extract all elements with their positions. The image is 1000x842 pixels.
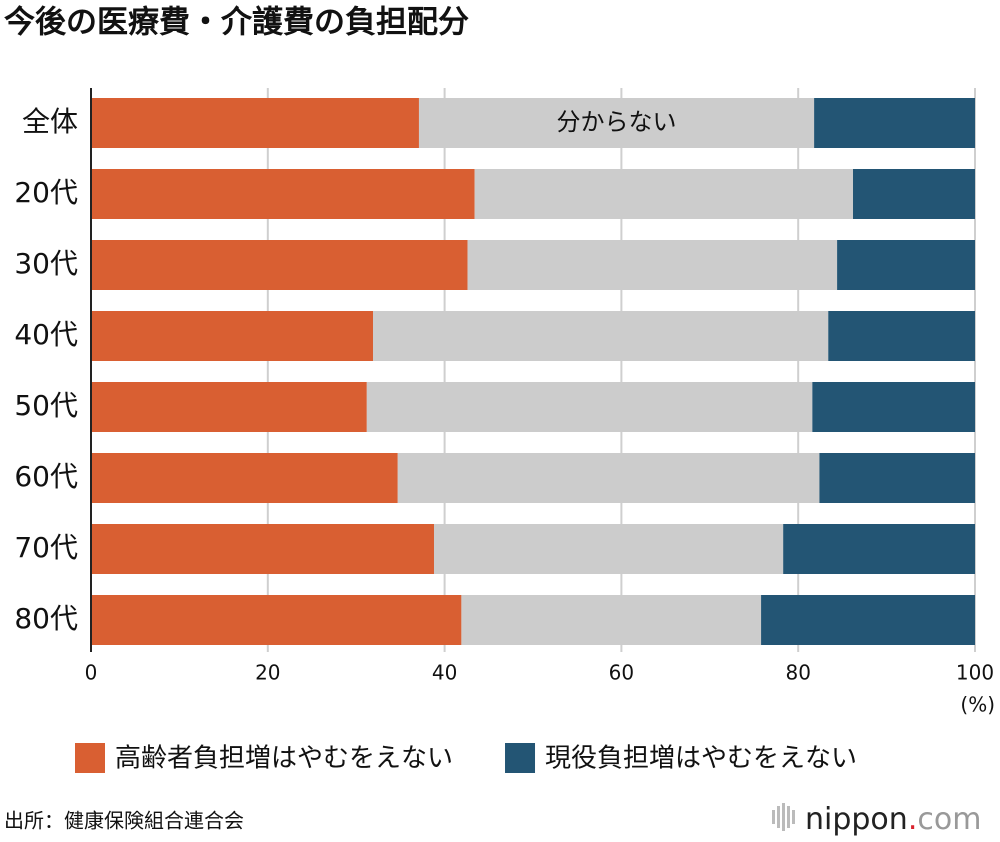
- legend-label: 高齢者負担増はやむをえない: [115, 744, 453, 774]
- y-tick-label: 40代: [14, 318, 78, 351]
- bar-segment: [819, 453, 975, 503]
- bar-segment: [91, 98, 419, 148]
- bar-segment: [372, 311, 829, 361]
- y-tick-label: 60代: [14, 460, 78, 493]
- bar-segment: [783, 524, 975, 574]
- bar-segment: [91, 453, 398, 503]
- chart-title: 今後の医療費・介護費の負担配分: [4, 5, 469, 41]
- y-tick-label: 70代: [14, 531, 78, 564]
- bar-segment: [91, 595, 462, 645]
- x-tick-label: 100: [956, 661, 994, 685]
- x-tick-label: 0: [85, 661, 98, 685]
- logo: nippon.com: [805, 802, 981, 837]
- bar-segment: [418, 98, 815, 148]
- logo-name: nippon: [805, 802, 908, 837]
- bar-segment: [828, 311, 975, 361]
- bar-segment: [761, 595, 975, 645]
- legend-swatch: [75, 743, 105, 773]
- legend-label: 現役負担増はやむをえない: [545, 744, 857, 774]
- bar-segment: [397, 453, 820, 503]
- bar-segment: [814, 98, 975, 148]
- bar-segment: [366, 382, 813, 432]
- bar-segment: [91, 382, 367, 432]
- source: 出所：健康保険組合連合会: [4, 809, 244, 833]
- bar-segment: [91, 524, 434, 574]
- x-tick-label: 80: [785, 661, 810, 685]
- bar-segment: [812, 382, 975, 432]
- bar-segment: [853, 169, 975, 219]
- series-label: 分からない: [557, 108, 677, 136]
- bar-segment: [433, 524, 784, 574]
- y-tick-label: 30代: [14, 247, 78, 280]
- x-axis-unit: (%): [960, 693, 995, 717]
- bar-segment: [91, 169, 475, 219]
- x-tick-label: 40: [432, 661, 457, 685]
- legend-swatch: [505, 743, 536, 773]
- y-tick-label: 全体: [22, 105, 78, 138]
- logo-icon: [772, 803, 795, 831]
- logo-dot: .: [908, 802, 918, 837]
- bar-segment: [461, 595, 762, 645]
- bar-segment: [91, 240, 468, 290]
- y-tick-label: 20代: [14, 176, 78, 209]
- bar-segment: [91, 311, 373, 361]
- bar-segment: [467, 240, 838, 290]
- y-tick-label: 50代: [14, 389, 78, 422]
- x-tick-label: 20: [255, 661, 280, 685]
- logo-tld: com: [917, 802, 981, 837]
- bar-segment: [474, 169, 854, 219]
- bar-segment: [837, 240, 975, 290]
- y-tick-label: 80代: [14, 602, 78, 635]
- x-tick-label: 60: [609, 661, 634, 685]
